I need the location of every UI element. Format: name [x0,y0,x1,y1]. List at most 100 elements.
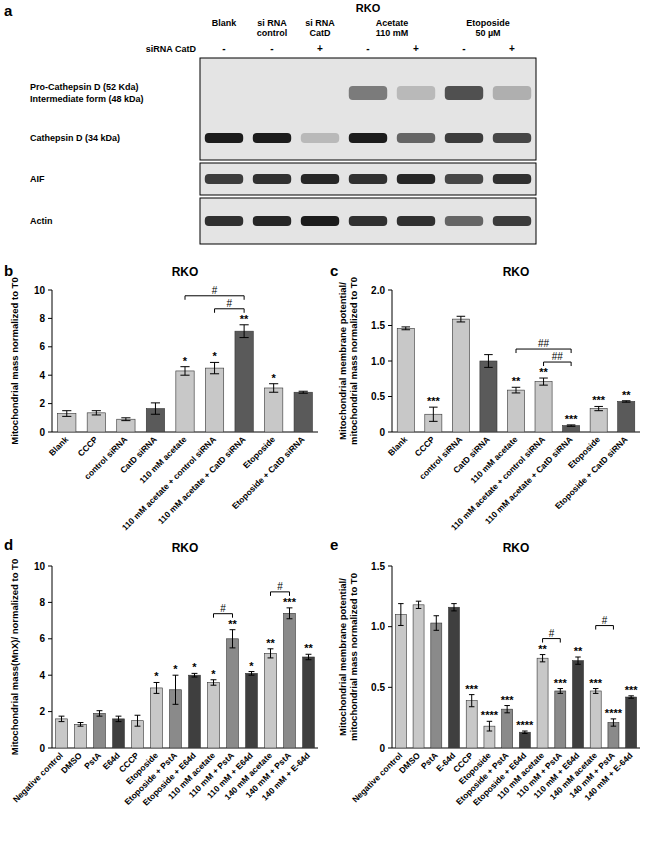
comparison-label: ## [538,338,550,349]
x-tick-label: 140 mM + E-64d [582,750,634,802]
error-bar [611,719,616,726]
error-bar [269,384,278,393]
bar [176,371,194,432]
y-tick-label: 4 [39,670,45,681]
error-bar [504,706,509,713]
significance-stars: ** [228,618,237,630]
error-stem [213,680,214,685]
error-bar [628,696,633,698]
y-tick [48,375,52,376]
blot-band [349,174,387,184]
error-cap [512,392,521,393]
error-cap [451,610,456,611]
error-bar [567,425,576,426]
y-axis-label: Mitochondrial membrane potential/ [337,578,348,736]
y-tick [48,432,52,433]
lane-label: Acetate [376,18,409,28]
error-cap [240,337,249,338]
error-cap [558,693,563,694]
x-tick-label: DMSO [59,750,84,775]
error-cap [92,410,101,411]
bar [502,709,513,748]
comparison-label: # [227,298,233,309]
error-stem [595,689,596,694]
error-cap [540,661,545,662]
error-bar [429,407,438,421]
significance-stars: * [173,663,178,675]
comparison-label: # [220,603,226,614]
y-tick-label: 8 [39,313,45,324]
x-axis-line [392,748,640,749]
blot-band [349,133,387,143]
significance-stars: **** [516,719,534,731]
y-tick-label: 2 [39,706,45,717]
lane-label: si RNA [257,18,287,28]
error-stem [175,675,176,704]
x-tick-label: 110 mM acetate + CatD siRNA [483,434,575,526]
error-cap [192,677,198,678]
error-bar [287,608,293,619]
x-tick-label: Etoposide + CatD siRNA [553,434,630,511]
error-cap [628,698,633,699]
error-cap [593,693,598,694]
bar [413,605,424,748]
bar [113,719,125,748]
bar [151,688,163,748]
error-cap [299,393,308,394]
x-tick-label: Negative control [11,750,65,804]
error-bar [593,689,598,694]
bar [395,615,406,748]
error-stem [471,695,472,707]
significance-stars: ** [539,366,548,378]
error-bar [97,711,103,716]
chart: bRKOMitochondrial mass normalized to T00… [4,262,318,532]
error-cap [457,316,466,317]
panel-letter: c [330,262,338,279]
blot-band [493,133,531,143]
significance-stars: ** [538,643,547,655]
blot-band [445,174,483,184]
y-axis-line [392,566,393,748]
chart: cRKOMitochondrial membrane potential/mit… [330,262,640,532]
y-axis-label: mitochondrial mass normalized to T0 [348,573,359,741]
error-cap [287,618,293,619]
bar [537,658,548,748]
panel-letter: b [4,262,13,279]
blot-band [301,86,339,100]
error-bar [121,418,130,421]
bar [618,401,635,432]
blot-band [205,86,243,100]
error-cap [78,722,84,723]
bar [75,724,87,748]
bar [563,426,580,432]
bar [431,623,442,748]
bar [58,414,76,432]
significance-stars: * [183,355,188,367]
error-cap [539,385,548,386]
error-bar [192,673,198,677]
bar [590,691,601,748]
bar [265,653,277,748]
error-bar [402,327,411,330]
sirna-sign: - [222,43,225,54]
error-bar [416,601,421,608]
error-bar [78,723,84,727]
y-tick [388,396,392,397]
error-stem [156,682,157,693]
y-tick-label: 0 [39,427,45,438]
y-tick [388,290,392,291]
blot-band [445,216,483,226]
comparison-label: # [549,628,555,639]
significance-stars: * [272,372,277,384]
error-cap [249,675,255,676]
sirna-sign: - [366,43,369,54]
error-stem [400,604,401,626]
x-tick-label: DMSO [397,750,422,775]
error-cap [398,603,403,604]
significance-stars: *** [501,694,515,706]
error-stem [516,387,517,393]
y-tick-label: 10 [34,285,46,296]
bar [626,697,637,748]
error-cap [211,685,217,686]
error-cap [451,603,456,604]
